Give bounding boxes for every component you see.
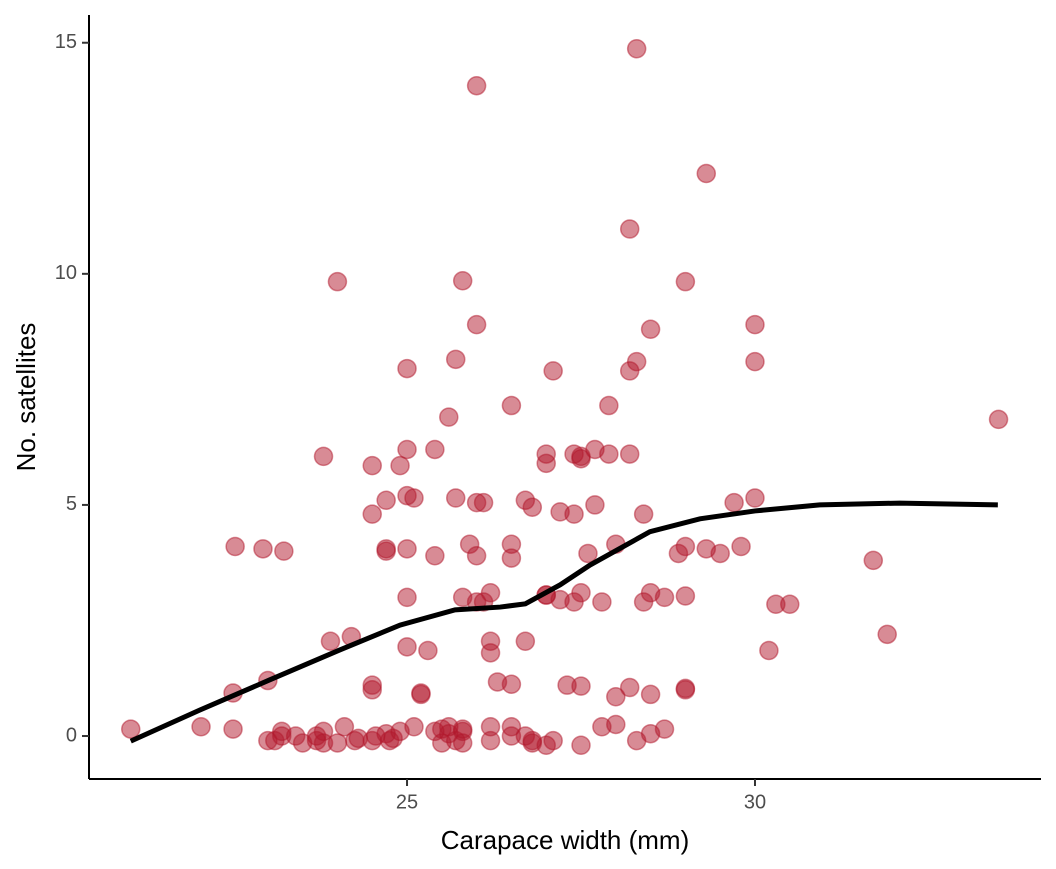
y-tick-label: 5 [66,493,77,515]
point [334,717,355,737]
point [327,733,348,753]
point [362,455,382,476]
point [543,361,563,381]
point [675,680,696,700]
x-tick-label: 25 [396,791,418,813]
point [397,637,417,657]
point [606,714,626,735]
point [571,676,591,696]
point [626,351,647,372]
point [425,546,445,566]
point [522,497,543,517]
point [362,680,382,700]
point [745,488,765,508]
point [501,395,522,416]
point [571,735,591,756]
point [619,444,640,464]
point [501,674,522,695]
point [675,536,696,557]
y-axis-label: No. satellites [11,323,41,472]
y-tick-label: 0 [66,724,77,746]
point [480,643,501,663]
point [696,163,717,184]
point [439,717,459,737]
x-tick-label: 30 [744,791,766,813]
point [320,631,341,652]
point [640,319,661,340]
point [397,439,417,460]
point [745,314,765,335]
point [452,271,473,291]
point [404,488,424,508]
point [223,719,243,739]
point [411,683,431,703]
point [480,730,501,751]
point [710,543,730,564]
point [501,548,522,568]
point [480,582,501,603]
point [619,677,640,698]
point [253,539,273,559]
point [445,488,466,508]
point [418,640,438,661]
point [473,492,494,513]
point [585,495,605,515]
point [599,395,619,416]
smooth-line [129,500,998,744]
point [654,719,675,739]
point [121,719,141,739]
point [362,504,382,524]
point [536,444,556,464]
point [390,455,410,476]
point [745,351,765,372]
point [592,592,612,612]
point [397,358,417,379]
point [466,546,487,566]
point [466,75,487,96]
point [654,587,675,608]
point [313,721,334,742]
point [731,536,751,557]
point [988,409,1009,430]
point [606,686,626,707]
point [225,536,245,557]
point [599,444,619,464]
point [724,492,744,513]
point [759,640,779,661]
point [633,504,654,524]
point [397,539,417,559]
point [863,550,884,571]
x-axis-label: Carapace width (mm) [441,825,690,855]
point [543,730,563,751]
point [191,717,211,737]
y-tick-label: 15 [55,31,77,53]
point [515,631,536,652]
point [313,446,334,467]
point [397,587,417,608]
point [780,594,800,615]
y-tick-label: 10 [55,262,77,284]
point [274,541,294,561]
point [376,539,396,559]
point [445,349,466,370]
point [675,586,696,606]
point [578,543,598,564]
point [376,490,396,511]
point [439,407,459,427]
point [425,439,445,460]
point [675,271,696,292]
point [877,624,897,645]
point [564,504,584,524]
point [404,717,424,737]
point [571,582,591,603]
point [626,38,647,59]
point [640,684,661,705]
point [327,271,348,292]
point [466,314,487,335]
point [619,219,640,239]
